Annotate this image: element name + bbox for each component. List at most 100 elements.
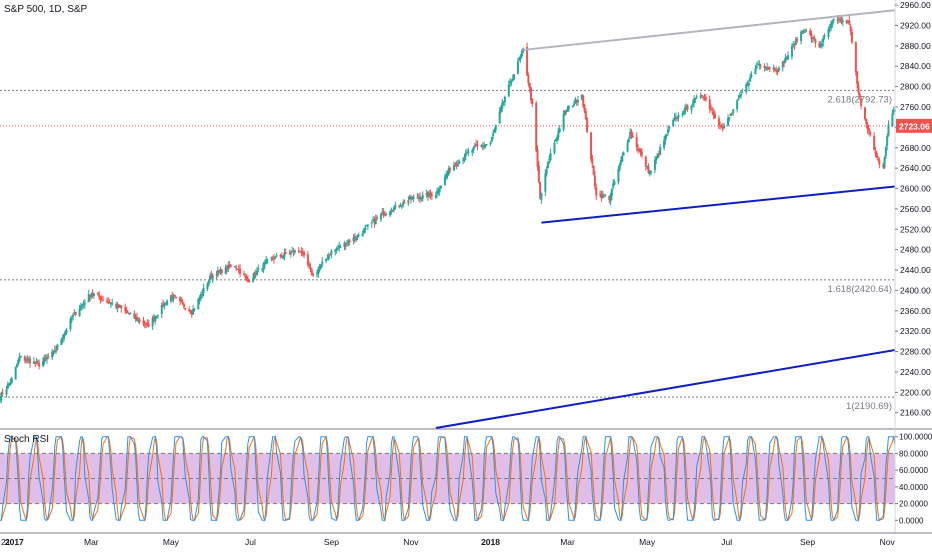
candle-body <box>593 175 596 187</box>
candle-body <box>608 196 611 201</box>
candle-body <box>36 362 39 364</box>
candle-body <box>622 152 625 156</box>
candle-body <box>884 147 887 157</box>
candle-body <box>116 304 119 309</box>
candle-body <box>173 295 176 297</box>
candle-body <box>412 196 415 199</box>
candle-body <box>443 176 446 186</box>
candle-body <box>343 242 346 248</box>
candle-body <box>109 302 112 305</box>
candle-body <box>648 172 651 175</box>
candle-body <box>677 114 680 118</box>
candle-body <box>383 214 386 216</box>
candle-body <box>172 295 175 300</box>
candle-body <box>819 45 822 47</box>
candle-body <box>346 243 349 245</box>
time-tick-label: Nov <box>880 537 896 547</box>
candle-body <box>370 222 373 224</box>
candle-body <box>627 138 630 143</box>
fib-level-label: 1.618(2420.64) <box>828 284 892 295</box>
candle-body <box>553 143 556 154</box>
candle-body <box>728 117 731 119</box>
candle-body <box>270 257 273 259</box>
candle-body <box>767 66 770 68</box>
candle-body <box>839 18 842 21</box>
candle-body <box>283 252 286 258</box>
candle-body <box>209 275 212 280</box>
candle-body <box>254 272 257 276</box>
candle-body <box>10 378 13 383</box>
price-tick-label: 2640.00 <box>900 163 931 173</box>
candle-body <box>199 294 202 299</box>
candle-body <box>494 124 497 130</box>
candle-body <box>329 254 332 256</box>
candle-body <box>501 102 504 109</box>
candle-body <box>275 255 278 257</box>
candle-body <box>210 274 213 278</box>
candle-body <box>284 252 287 255</box>
candle-body <box>810 33 813 39</box>
candle-body <box>635 136 638 148</box>
candle-body <box>737 98 740 100</box>
candle-body <box>712 112 715 116</box>
candle-body <box>376 216 379 219</box>
trendline <box>523 9 896 51</box>
candle-body <box>125 310 128 313</box>
candle-body <box>317 269 320 275</box>
candle-body <box>566 108 569 111</box>
candle-body <box>820 43 823 47</box>
candle-body <box>142 320 145 325</box>
candle-body <box>26 358 29 361</box>
candle-body <box>455 163 458 166</box>
candle-body <box>656 153 659 158</box>
candle-body <box>592 165 595 175</box>
candle-body <box>759 65 762 67</box>
candle-body <box>493 129 496 133</box>
candle-body <box>822 37 825 42</box>
candle-body <box>1 392 4 395</box>
candle-body <box>357 234 360 236</box>
candle-body <box>344 242 347 246</box>
candle-body <box>218 270 221 272</box>
candle-body <box>502 101 505 103</box>
candle-body <box>830 23 833 29</box>
candle-body <box>764 68 767 70</box>
candle-body <box>539 182 542 199</box>
candle-body <box>499 107 502 112</box>
candle-body <box>681 114 684 116</box>
candle-body <box>271 258 274 260</box>
candle-body <box>117 304 120 308</box>
candle-body <box>202 288 205 294</box>
candle-body <box>188 309 191 312</box>
candle-body <box>135 316 138 321</box>
candle-body <box>289 252 292 254</box>
candle-body <box>659 147 662 155</box>
candle-body <box>70 318 73 320</box>
time-tick-label: 21 <box>1 537 11 547</box>
candle-body <box>47 356 50 358</box>
candle-body <box>220 269 223 274</box>
candle-body <box>83 302 86 305</box>
candle-body <box>445 174 448 178</box>
candle-body <box>356 234 359 237</box>
candle-body <box>823 35 826 37</box>
price-tick-label: 2760.00 <box>900 102 931 112</box>
candle-body <box>631 135 634 138</box>
candle-body <box>454 164 457 166</box>
candle-body <box>355 238 358 241</box>
candle-body <box>184 308 187 310</box>
candle-body <box>503 96 506 103</box>
candle-body <box>319 264 322 269</box>
candle-body <box>17 359 20 365</box>
candle-body <box>215 274 218 276</box>
candle-body <box>126 311 129 314</box>
candle-body <box>757 64 760 66</box>
candle-body <box>758 64 761 66</box>
candle-body <box>657 153 660 155</box>
candle-body <box>583 104 586 112</box>
candle-body <box>9 382 12 384</box>
candle-body <box>877 159 880 161</box>
candle-body <box>462 159 465 161</box>
